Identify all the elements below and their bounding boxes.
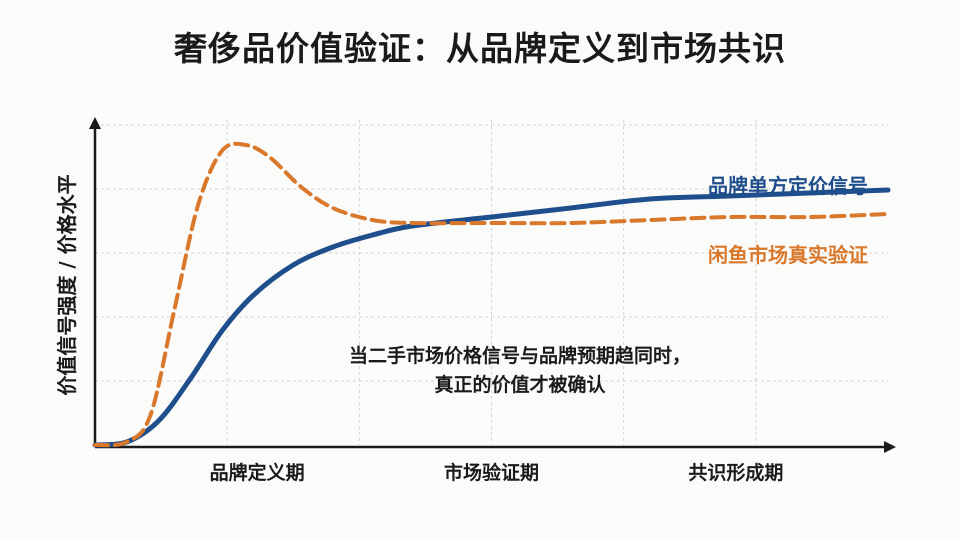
annotation-line-2: 真正的价值才被确认 [434,373,605,396]
series-line-1 [92,187,891,448]
legend-label-2: 闲鱼市场真实验证 [708,243,868,267]
legend-label-1: 品牌单方定价信号 [708,174,868,198]
grid [95,120,888,445]
x-axis-arrow [884,441,896,453]
x-tick-label: 品牌定义期 [210,461,305,484]
annotation-line-1: 当二手市场价格信号与品牌预期趋同时， [349,344,691,367]
chart-title: 奢侈品价值验证：从品牌定义到市场共识 [174,29,786,68]
y-axis-label: 价值信号强度 / 价格水平 [55,174,79,395]
axes [89,117,896,453]
series-line-2 [93,141,890,448]
y-axis-arrow [89,117,101,129]
x-tick-label: 共识形成期 [688,461,783,484]
x-tick-label: 市场验证期 [444,461,539,484]
x-tick-labels: 品牌定义期 市场验证期 共识形成期 [210,461,784,484]
series-lines [92,141,891,448]
